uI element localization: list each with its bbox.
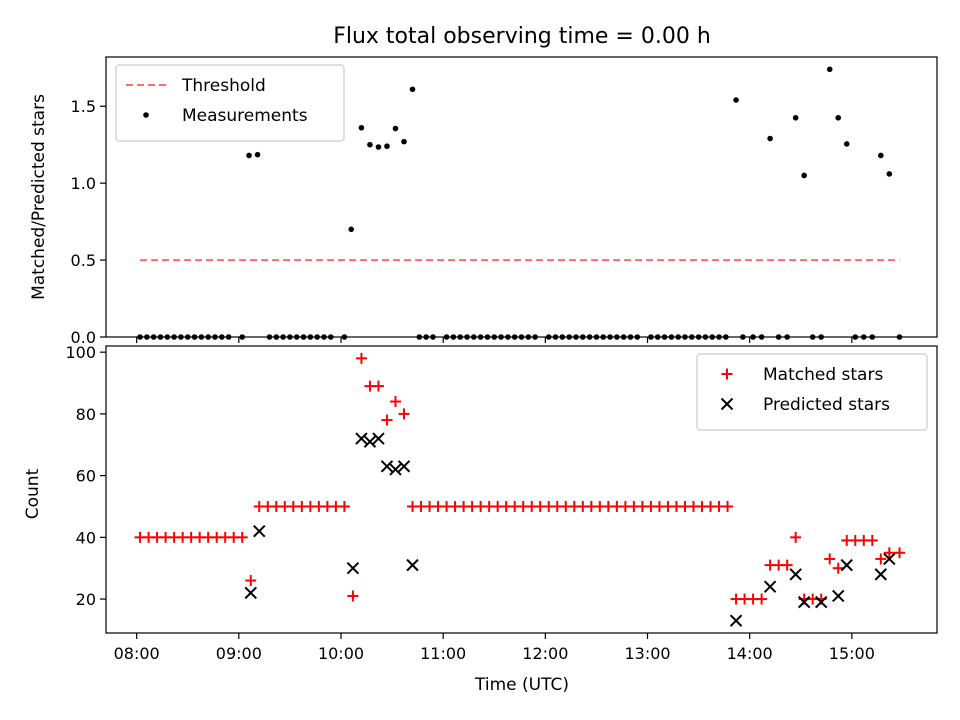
predicted-stars-point [389,463,402,476]
predicted-stars-point [244,586,257,600]
measurement-point [835,114,842,121]
measurement-point [792,114,799,121]
x-tick-label: 09:00 [216,644,262,663]
predicted-stars-point [253,524,266,538]
measurement-point [358,124,365,131]
predicted-stars-point [372,432,385,445]
matched-stars-point [756,593,768,605]
measurement-point [367,141,373,148]
measurement-point [392,125,399,132]
predicted-stars-point [380,460,394,473]
legend-box [696,353,928,431]
top-panel-axes: 0.0 0.5 1.0 1.5 [71,97,853,347]
legend-label: Predicted stars [763,395,890,415]
bottom-panel-ylabel: Count [23,468,43,519]
chart-title: Flux total observing time = 0.00 h [333,24,711,49]
bottom-panel-xlabel: Time (UTC) [474,675,569,695]
predicted-stars-point [406,558,419,572]
legend-label: Threshold [181,76,266,96]
measurement-point [375,144,382,150]
matched-stars-point [389,396,401,408]
matched-stars-point [832,562,844,574]
measurement-point [384,143,390,150]
y-tick-label: 60 [76,467,96,486]
y-tick-label: 40 [76,528,96,547]
legend-label: Measurements [182,106,308,126]
predicted-stars-point [363,435,377,448]
x-tick-label: 11:00 [420,644,466,663]
measurement-point [143,112,149,118]
matched-stars-point [372,380,384,392]
matched-stars-point [790,531,802,543]
bottom-panel-frame [105,345,938,634]
predicted-stars-point [874,568,888,581]
matched-stars-point [721,368,733,380]
matched-stars-point [347,590,359,602]
top-panel: 0.0 0.5 1.0 1.5 Matched/Predicted stars Thr… [29,56,938,347]
x-tick-label: 15:00 [829,644,875,663]
matched-stars-point [381,414,393,426]
measurement-point [886,171,893,177]
x-tick-label: 13:00 [624,644,670,663]
measurement-point [826,66,833,73]
matched-stars-point [883,547,895,559]
y-tick-label: 1.0 [71,174,96,193]
matched-stars-point [894,547,906,559]
legend-box [115,64,345,142]
matched-stars-point [866,534,878,546]
predicted-stars-point [840,558,853,572]
y-tick-label: 80 [76,405,96,424]
measurement-point [409,86,416,93]
measurement-point [401,138,407,145]
bottom-panel: 08:00 09:00 10:00 11:00 12:00 13:00 14:00 15:00… [23,343,938,695]
y-tick-label: 0.5 [71,251,96,270]
x-tick-label: 12:00 [522,644,568,663]
matched-stars-point [398,408,410,420]
predicted-stars-point [814,595,828,609]
y-tick-label: 100 [65,343,96,362]
measurement-point [733,97,739,103]
measurement-point [801,172,807,179]
measurement-point [767,135,773,142]
predicted-stars-point [832,589,845,603]
top-panel-ylabel: Matched/Predicted stars [29,94,49,300]
y-tick-label: 1.5 [71,97,96,116]
top-panel-legend: Threshold Measurements [115,64,345,142]
legend-label: Matched stars [763,365,883,385]
predicted-stars-point [789,568,802,581]
predicted-stars-point [720,397,734,411]
matched-stars-point [236,531,248,543]
measurement-point [246,152,252,159]
measurement-point [254,151,261,158]
predicted-stars-point [729,614,743,627]
matched-stars-point [355,352,367,364]
y-tick-label: 20 [76,590,96,609]
y-tick-label: 0.0 [71,328,96,347]
predicted-stars-point [397,460,411,473]
measurement-point [878,152,884,159]
measurement-point [348,226,355,233]
matched-stars-point [781,559,793,571]
x-tick-label: 10:00 [318,644,364,663]
x-tick-label: 14:00 [727,644,773,663]
matched-stars-point [824,553,836,565]
bottom-panel-axes: 08:00 09:00 10:00 11:00 12:00 13:00 14:00 15:00… [65,343,874,663]
predicted-stars-point [763,580,777,593]
bottom-panel-legend: Matched stars Predicted stars [696,353,928,431]
matched-stars-point [245,575,257,587]
predicted-stars-point [346,561,360,575]
x-tick-label: 08:00 [114,644,160,663]
top-panel-frame [105,56,938,338]
matched-stars-point [338,500,350,512]
predicted-stars-point [883,552,896,566]
measurement-point [843,141,850,147]
matched-stars-point [875,553,887,565]
matched-stars-point [722,500,734,512]
predicted-stars-point [355,432,368,445]
predicted-stars-point [797,595,811,609]
bottom-panel-marks [134,352,906,627]
